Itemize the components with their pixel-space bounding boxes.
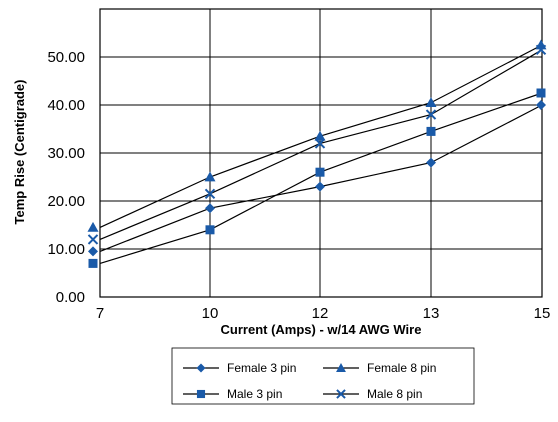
legend: Female 3 pin Female 8 pin Male 3 pin Male 8… bbox=[171, 347, 475, 405]
series-markers-male-8-pin bbox=[87, 44, 547, 245]
marker-square bbox=[426, 126, 436, 136]
marker-x bbox=[535, 44, 547, 56]
marker-square bbox=[536, 88, 546, 98]
legend-item: Female 8 pin bbox=[323, 361, 436, 375]
marker-square bbox=[315, 167, 325, 177]
legend-item: Male 3 pin bbox=[183, 387, 282, 401]
marker-triangle bbox=[425, 97, 437, 107]
marker-square bbox=[196, 389, 206, 399]
series-markers bbox=[87, 39, 547, 268]
x-tick-label: 12 bbox=[312, 305, 329, 322]
y-tick-label: 50.00 bbox=[47, 49, 85, 66]
marker-diamond bbox=[426, 157, 436, 168]
legend-label: Female 8 pin bbox=[367, 361, 436, 375]
marker-x bbox=[87, 234, 99, 245]
marker-diamond bbox=[315, 181, 325, 192]
marker-triangle bbox=[336, 363, 346, 372]
marker-diamond bbox=[88, 246, 98, 257]
x-axis-title: Current (Amps) - w/14 AWG Wire bbox=[221, 322, 422, 337]
x-tick-label: 7 bbox=[96, 305, 104, 322]
series-line-female-3-pin bbox=[99, 104, 543, 252]
marker-diamond bbox=[536, 100, 546, 110]
marker-x bbox=[336, 389, 346, 399]
legend-item: Male 8 pin bbox=[323, 387, 422, 401]
x-tick-label: 15 bbox=[534, 305, 551, 322]
marker-triangle bbox=[314, 130, 326, 141]
grid-lines bbox=[100, 9, 542, 297]
y-tick-label: 20.00 bbox=[47, 193, 85, 210]
marker-triangle bbox=[204, 171, 216, 182]
marker-triangle bbox=[87, 221, 99, 232]
y-axis-ticks: 0.00 10.00 20.00 30.00 40.00 50.00 bbox=[47, 49, 85, 306]
series-lines bbox=[99, 44, 543, 264]
series-line-male-3-pin bbox=[99, 92, 543, 264]
legend-box bbox=[171, 347, 475, 405]
legend-label: Male 3 pin bbox=[227, 387, 282, 401]
plot-area-border bbox=[99, 8, 543, 298]
x-axis-ticks: 7 10 12 13 15 bbox=[96, 305, 551, 322]
series-markers-male-3-pin bbox=[88, 88, 546, 268]
legend-label: Female 3 pin bbox=[227, 361, 296, 375]
legend-label: Male 8 pin bbox=[367, 387, 422, 401]
marker-square bbox=[205, 225, 215, 235]
marker-diamond bbox=[205, 203, 215, 214]
marker-x bbox=[314, 138, 326, 149]
marker-x bbox=[204, 188, 216, 200]
x-tick-label: 10 bbox=[202, 305, 219, 322]
legend-item: Female 3 pin bbox=[183, 361, 296, 375]
y-axis-title: Temp Rise (Centigrade) bbox=[12, 80, 27, 225]
marker-square bbox=[88, 258, 98, 268]
marker-triangle bbox=[535, 39, 547, 50]
series-markers-female-8-pin bbox=[87, 39, 547, 232]
series-markers-female-3-pin bbox=[88, 100, 546, 257]
y-tick-label: 30.00 bbox=[47, 145, 85, 162]
marker-diamond bbox=[196, 363, 206, 373]
marker-x bbox=[425, 109, 437, 120]
y-tick-label: 0.00 bbox=[56, 289, 85, 306]
y-tick-label: 10.00 bbox=[47, 241, 85, 258]
y-tick-label: 40.00 bbox=[47, 97, 85, 114]
x-tick-label: 13 bbox=[423, 305, 440, 322]
